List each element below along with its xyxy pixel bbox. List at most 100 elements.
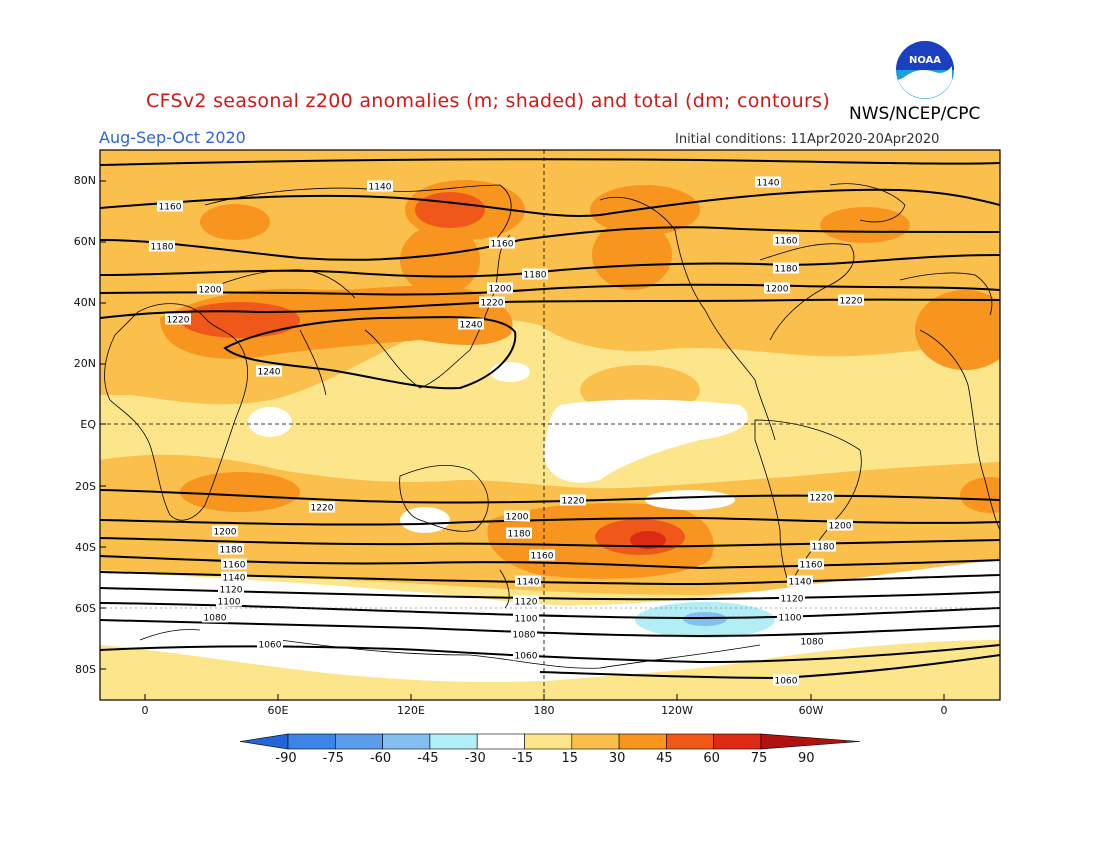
contour-label-bg: [808, 491, 834, 503]
chart-title: CFSv2 seasonal z200 anomalies (m; shaded…: [146, 90, 831, 112]
map-frame: [99, 149, 1001, 701]
contour-label-bg: [787, 575, 813, 587]
contour-label-1200: 1200: [199, 286, 222, 296]
colorbar-label: 90: [798, 751, 815, 766]
contour-label-1080: 1080: [204, 614, 227, 624]
lat-label-40n: 40N: [73, 296, 96, 309]
contour-label-1160: 1160: [491, 240, 514, 250]
contour-label-1160: 1160: [159, 203, 182, 213]
contour-label-bg: [218, 583, 244, 595]
contour-label-1200: 1200: [766, 285, 789, 295]
colorbar-box: [618, 733, 667, 750]
lon-label-0: 0: [141, 704, 149, 717]
contour-label-bg: [515, 575, 541, 587]
lat-label-40s: 40S: [75, 541, 96, 554]
contour-label-1220: 1220: [481, 299, 504, 309]
colorbar-box: [334, 733, 383, 750]
lat-label-eq: EQ: [80, 418, 96, 431]
contour-label-1220: 1220: [810, 494, 833, 504]
contour-label-bg: [560, 494, 586, 506]
contour-label-bg: [511, 628, 537, 640]
contour-label-bg: [773, 262, 799, 274]
contour-label-1180: 1180: [812, 543, 835, 553]
contour-label-1220: 1220: [311, 504, 334, 514]
colorbar-label: -30: [464, 751, 486, 766]
contour-label-bg: [221, 558, 247, 570]
contour-label-1200: 1200: [214, 528, 237, 538]
contour-label-1100: 1100: [779, 614, 802, 624]
contour-label-bg: [513, 612, 539, 624]
contour-label-bg: [489, 237, 515, 249]
contour-label-bg: [799, 635, 825, 647]
lat-label-20s: 20S: [75, 480, 96, 493]
contour-label-1240: 1240: [460, 321, 483, 331]
noaa-logo-text: NOAA: [909, 55, 941, 66]
contour-label-1060: 1060: [515, 652, 538, 662]
contour-label-1120: 1120: [781, 595, 804, 605]
colorbar-label: -60: [369, 751, 392, 766]
contour-label-bg: [367, 180, 393, 192]
contour-label-bg: [458, 318, 484, 330]
lat-label-20n: 20N: [73, 357, 96, 370]
lat-label-60n: 60N: [73, 235, 96, 248]
contour-label-1120: 1120: [220, 586, 243, 596]
anomaly-75-90-shading: [630, 531, 666, 549]
contour-label-bg: [197, 283, 223, 295]
lon-label-120e: 120E: [397, 704, 425, 717]
contour-label-bg: [157, 200, 183, 212]
contour-label-1180: 1180: [524, 271, 547, 281]
contour-label-1120: 1120: [515, 598, 538, 608]
contour-label-1180: 1180: [151, 243, 174, 253]
contour-label-bg: [827, 519, 853, 531]
contour-label-bg: [165, 313, 191, 325]
colorbar: [239, 733, 861, 750]
contour-label-bg: [202, 611, 228, 623]
colorbar-box: [429, 733, 478, 750]
contour-label-bg: [779, 592, 805, 604]
contour-label-1180: 1180: [775, 265, 798, 275]
contour-label-bg: [764, 282, 790, 294]
contour-label-bg: [773, 234, 799, 246]
contour-label-1140: 1140: [223, 574, 246, 584]
colorbar-arrow-right: [760, 733, 861, 750]
contour-label-1160: 1160: [775, 237, 798, 247]
contour-label-1100: 1100: [515, 615, 538, 625]
lon-label-120w: 120W: [661, 704, 693, 717]
contour-label-bg: [212, 525, 238, 537]
contour-label-bg: [218, 543, 244, 555]
contour-label-bg: [221, 571, 247, 583]
contour-label-1220: 1220: [562, 497, 585, 507]
contour-label-1200: 1200: [829, 522, 852, 532]
contour-label-bg: [513, 595, 539, 607]
lon-label-60e: 60E: [267, 704, 289, 717]
contour-label-bg: [309, 501, 335, 513]
contour-label-bg: [149, 240, 175, 252]
lon-label-180: 180: [533, 704, 555, 717]
colorbar-label: -75: [322, 751, 344, 766]
contour-label-bg: [529, 549, 555, 561]
contour-label-1080: 1080: [801, 638, 824, 648]
contour-label-bg: [479, 296, 505, 308]
colorbar-box: [524, 733, 573, 750]
colorbar-label: -45: [417, 751, 439, 766]
contour-label-bg: [777, 611, 803, 623]
map-area: 1140 1140 1160 1160 1160 1180 1180 1180 1200 1200…: [100, 150, 1000, 700]
contour-label-bg: [216, 595, 242, 607]
colorbar-arrow-left: [239, 733, 289, 750]
contour-label-1180: 1180: [220, 546, 243, 556]
contour-label-bg: [506, 527, 532, 539]
axis-ticks: [100, 180, 945, 700]
contour-label-bg: [773, 674, 799, 686]
lat-label-80s: 80S: [75, 663, 96, 676]
contour-label-bg: [257, 638, 283, 650]
contour-label-1200: 1200: [506, 513, 529, 523]
colorbar-label: -90: [275, 751, 297, 766]
contour-label-1140: 1140: [757, 179, 780, 189]
contour-label-1140: 1140: [789, 578, 812, 588]
colorbar-label: 15: [561, 751, 579, 766]
contour-label-1220: 1220: [840, 297, 863, 307]
height-contours: [100, 158, 1000, 680]
colorbar-label: -15: [511, 751, 534, 766]
colorbar-box: [476, 733, 525, 750]
contour-label-1100: 1100: [218, 598, 241, 608]
